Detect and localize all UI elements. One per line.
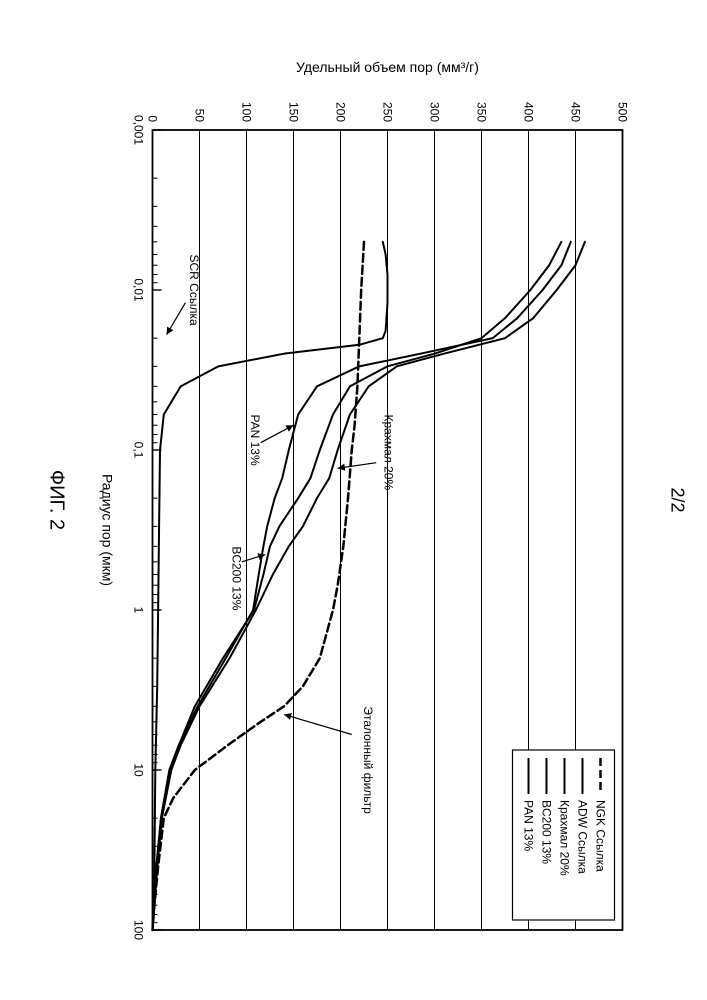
page-number: 2/2 [666, 0, 687, 1000]
svg-text:PAN 13%: PAN 13% [521, 800, 535, 851]
svg-text:500: 500 [615, 102, 629, 122]
svg-text:Радиус пор (мкм): Радиус пор (мкм) [99, 474, 115, 586]
svg-text:0,1: 0,1 [131, 442, 145, 459]
svg-text:NGK Ссылка: NGK Ссылка [593, 800, 607, 872]
svg-text:SCR Ссылка: SCR Ссылка [187, 255, 201, 326]
svg-text:200: 200 [333, 102, 347, 122]
svg-text:350: 350 [474, 102, 488, 122]
svg-text:Крахмал 20%: Крахмал 20% [381, 415, 395, 491]
svg-text:250: 250 [380, 102, 394, 122]
svg-text:300: 300 [427, 102, 441, 122]
svg-text:Крахмал 20%: Крахмал 20% [557, 800, 571, 876]
figure-label: ФИГ. 2 [44, 0, 67, 1000]
svg-text:50: 50 [192, 109, 206, 123]
pore-volume-chart: 0 50 100 150 200 250 300 350 400 450 500 0,001 0,01 0… [82, 50, 642, 950]
svg-text:0,001: 0,001 [131, 115, 145, 145]
svg-text:Эталонный фильтр: Эталонный фильтр [361, 706, 375, 814]
svg-text:150: 150 [286, 102, 300, 122]
svg-text:10: 10 [131, 763, 145, 777]
svg-text:400: 400 [521, 102, 535, 122]
page-rotated-container: 2/2 0501001502002503003504004505000,0010… [0, 0, 707, 1000]
svg-text:BC200 13%: BC200 13% [229, 546, 243, 610]
svg-text:0: 0 [145, 115, 159, 122]
svg-text:BC200 13%: BC200 13% [539, 800, 553, 864]
svg-text:1: 1 [131, 607, 145, 614]
svg-text:100: 100 [131, 920, 145, 940]
svg-text:450: 450 [568, 102, 582, 122]
svg-text:ADW Ссылка: ADW Ссылка [575, 800, 589, 874]
svg-text:0,01: 0,01 [131, 278, 145, 302]
svg-text:PAN 13%: PAN 13% [248, 415, 262, 466]
svg-text:Удельный объем пор (мм³/г): Удельный объем пор (мм³/г) [296, 59, 479, 75]
svg-text:100: 100 [239, 102, 253, 122]
